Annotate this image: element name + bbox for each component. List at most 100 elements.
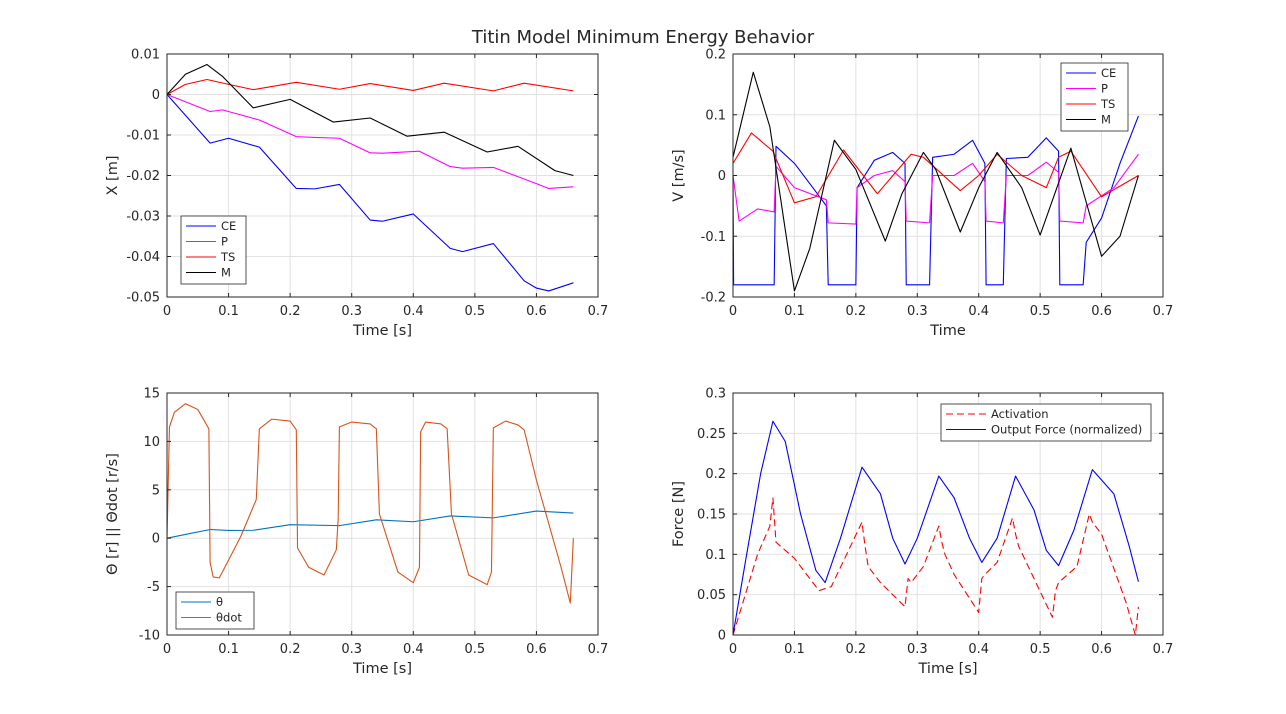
x-tick-label: 0.6 bbox=[526, 642, 547, 657]
x-tick-label: 0.1 bbox=[218, 304, 239, 319]
legend-label: Activation bbox=[991, 407, 1049, 421]
x-tick-label: 0.4 bbox=[403, 304, 424, 319]
legend: CE PTS M bbox=[180, 215, 247, 285]
x-tick-label: 0.6 bbox=[526, 304, 547, 319]
x-tick-label: 0.6 bbox=[1091, 642, 1112, 657]
series-line-activation bbox=[732, 497, 1139, 636]
x-tick-label: 0.2 bbox=[280, 642, 301, 657]
y-tick-label: -0.01 bbox=[126, 129, 160, 144]
force-plot: 0 0.1 0.2 0.3 0.4 0.5 0.6 0.7 0 0.05 0.1 0.15 0.2 0.2… bbox=[671, 387, 1173, 678]
x-axis-label: Time [s] bbox=[918, 661, 978, 677]
y-tick-label: 0.2 bbox=[705, 48, 726, 63]
legend-box bbox=[940, 403, 1152, 442]
x-tick-label: 0.4 bbox=[968, 642, 989, 657]
y-tick-label: 5 bbox=[152, 483, 160, 498]
position-plot: 0 0.1 0.2 0.3 0.4 0.5 0.6 0.7 -0.05 -0.04 -0.03 -0.… bbox=[105, 48, 608, 340]
legend-label: θ bbox=[216, 595, 223, 609]
y-tick-label: 0.25 bbox=[697, 427, 726, 442]
legend-label: Output Force (normalized) bbox=[991, 423, 1142, 437]
legend-label: TS bbox=[1100, 97, 1115, 111]
x-tick-label: 0.3 bbox=[907, 642, 928, 657]
legend-box bbox=[175, 591, 255, 630]
x-tick-label: 0 bbox=[729, 304, 737, 319]
y-tick-label: 0.3 bbox=[705, 387, 726, 402]
series-line-ce bbox=[166, 94, 574, 292]
x-tick-label: 0.3 bbox=[341, 642, 362, 657]
y-tick-label: -0.05 bbox=[126, 291, 160, 306]
y-tick-label: 0.05 bbox=[697, 588, 726, 603]
x-tick-label: 0.2 bbox=[846, 304, 867, 319]
x-tick-label: 0.4 bbox=[968, 304, 989, 319]
y-axis-label: V [m/s] bbox=[671, 149, 687, 201]
y-tick-label: 0 bbox=[152, 88, 160, 103]
angle-plot: 0 0.1 0.2 0.3 0.4 0.5 0.6 0.7 -10 -5 0 5 10 15 Time [s… bbox=[105, 387, 608, 678]
y-axis-label: X [m] bbox=[105, 156, 121, 196]
legend-label: θdot bbox=[216, 611, 242, 625]
x-tick-label: 0.1 bbox=[784, 304, 805, 319]
y-axis-label: Θ [r] || Θdot [r/s] bbox=[105, 453, 121, 575]
axis-frame bbox=[166, 392, 599, 636]
x-tick-label: 0.7 bbox=[1153, 304, 1174, 319]
legend: θ θdot bbox=[175, 591, 255, 630]
series-line-ce bbox=[732, 115, 1139, 286]
y-tick-label: -0.04 bbox=[126, 250, 160, 265]
y-tick-label: -0.02 bbox=[126, 169, 160, 184]
y-axis-label: Force [N] bbox=[671, 481, 687, 547]
y-tick-label: 0.2 bbox=[705, 467, 726, 482]
x-tick-label: 0 bbox=[163, 642, 171, 657]
series-line--dot bbox=[166, 403, 574, 604]
y-tick-label: -0.2 bbox=[701, 291, 726, 306]
x-tick-label: 0.7 bbox=[588, 304, 609, 319]
x-tick-label: 0 bbox=[163, 304, 171, 319]
x-tick-label: 0.6 bbox=[1091, 304, 1112, 319]
y-tick-label: 0.01 bbox=[131, 48, 160, 63]
y-tick-label: -5 bbox=[147, 580, 160, 595]
series-line-ts bbox=[732, 132, 1139, 204]
legend-label: CE bbox=[221, 219, 236, 233]
x-tick-label: 0.7 bbox=[1153, 642, 1174, 657]
legend-label: TS bbox=[220, 250, 235, 264]
y-tick-label: 0.1 bbox=[705, 108, 726, 123]
legend: Activation Output Force (normalized) bbox=[940, 403, 1152, 442]
legend-label: P bbox=[221, 235, 228, 249]
x-tick-label: 0.2 bbox=[846, 642, 867, 657]
y-tick-label: 0.1 bbox=[705, 548, 726, 563]
y-tick-label: -0.1 bbox=[701, 230, 726, 245]
series-line-output-force-normalized- bbox=[732, 420, 1139, 636]
series-line-p bbox=[732, 153, 1139, 225]
legend-label: M bbox=[221, 266, 231, 280]
legend-label: P bbox=[1101, 82, 1108, 96]
velocity-plot: 0 0.1 0.2 0.3 0.4 0.5 0.6 0.7 -0.2 -0.1 0 0.1 0.2 Tim… bbox=[671, 48, 1173, 340]
y-tick-label: 15 bbox=[143, 387, 160, 402]
x-tick-label: 0 bbox=[729, 642, 737, 657]
x-tick-label: 0.1 bbox=[218, 642, 239, 657]
series-line-m bbox=[166, 63, 574, 177]
x-tick-label: 0.2 bbox=[280, 304, 301, 319]
figure-title: Titin Model Minimum Energy Behavior bbox=[471, 27, 815, 48]
x-axis-label: Time bbox=[929, 323, 966, 339]
x-axis-label: Time [s] bbox=[352, 323, 412, 339]
y-tick-label: 10 bbox=[143, 435, 160, 450]
x-tick-label: 0.1 bbox=[784, 642, 805, 657]
y-tick-label: 0 bbox=[718, 629, 726, 644]
series-line-ts bbox=[166, 78, 574, 95]
x-tick-label: 0.5 bbox=[1030, 304, 1051, 319]
y-tick-label: 0 bbox=[718, 169, 726, 184]
legend-label: M bbox=[1101, 113, 1111, 127]
y-tick-label: 0 bbox=[152, 532, 160, 547]
series-line-m bbox=[732, 71, 1139, 292]
x-tick-label: 0.5 bbox=[465, 304, 486, 319]
y-tick-label: -0.03 bbox=[126, 210, 160, 225]
x-tick-label: 0.4 bbox=[403, 642, 424, 657]
legend-label: CE bbox=[1101, 66, 1116, 80]
legend: CE PTS M bbox=[1060, 62, 1129, 132]
x-axis-label: Time [s] bbox=[352, 661, 412, 677]
x-tick-label: 0.3 bbox=[341, 304, 362, 319]
y-tick-label: -10 bbox=[139, 629, 160, 644]
x-tick-label: 0.5 bbox=[465, 642, 486, 657]
x-tick-label: 0.5 bbox=[1030, 642, 1051, 657]
x-tick-label: 0.7 bbox=[588, 642, 609, 657]
series-line-p bbox=[166, 93, 574, 190]
x-tick-label: 0.3 bbox=[907, 304, 928, 319]
